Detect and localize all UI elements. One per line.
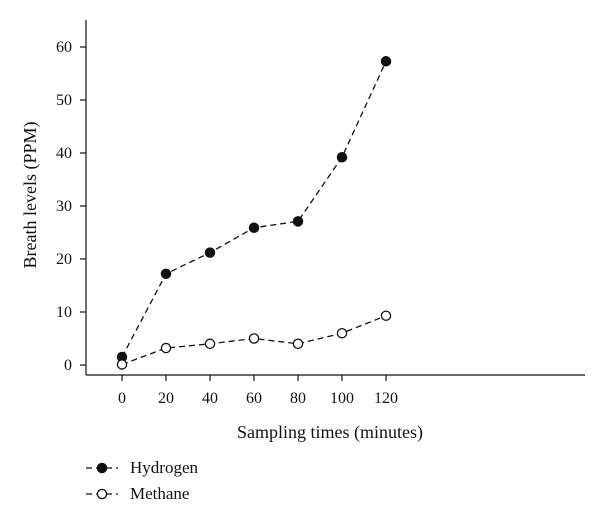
x-tick-label: 120 [374, 390, 398, 407]
methane-point [204, 338, 216, 350]
y-axis-title: Breath levels (PPM) [20, 122, 41, 269]
y-tick-label: 20 [56, 251, 72, 268]
x-tick-label: 40 [202, 390, 218, 407]
hydrogen-point [336, 151, 348, 163]
x-tick-label: 20 [158, 390, 174, 407]
x-tick-label: 60 [246, 390, 262, 407]
plot-area: 0 10 20 30 40 50 60 0 20 40 60 80 100 120 [56, 20, 585, 407]
x-tick-label: 0 [118, 390, 126, 407]
methane-point [160, 342, 172, 354]
legend-hydrogen-marker [96, 462, 108, 474]
y-ticks: 0 10 20 30 40 50 60 [56, 39, 86, 374]
y-tick-label: 30 [56, 198, 72, 215]
legend-methane-marker [96, 488, 108, 500]
methane-point [248, 333, 260, 344]
x-tick-label: 80 [290, 390, 306, 407]
hydrogen-series-line [121, 61, 387, 358]
methane-point [380, 310, 392, 321]
hydrogen-point [292, 216, 304, 227]
hydrogen-point [204, 247, 216, 258]
y-tick-label: 40 [56, 145, 72, 162]
x-axis-title: Sampling times (minutes) [237, 422, 423, 443]
y-tick-label: 60 [56, 39, 72, 56]
hydrogen-point [160, 268, 172, 280]
x-ticks: 0 20 40 60 80 100 120 [118, 375, 398, 407]
legend-methane-label: Methane [130, 484, 189, 503]
methane-point [336, 327, 348, 339]
y-tick-label: 50 [56, 92, 72, 109]
methane-point [292, 338, 304, 350]
y-tick-label: 0 [64, 357, 72, 374]
legend: Hydrogen Methane [86, 458, 198, 503]
hydrogen-point [380, 56, 392, 67]
y-tick-label: 10 [56, 304, 72, 321]
legend-hydrogen-label: Hydrogen [130, 458, 198, 477]
x-tick-label: 100 [330, 390, 354, 407]
series-layer [116, 56, 392, 370]
methane-point [116, 359, 128, 370]
hydrogen-point [248, 222, 260, 233]
